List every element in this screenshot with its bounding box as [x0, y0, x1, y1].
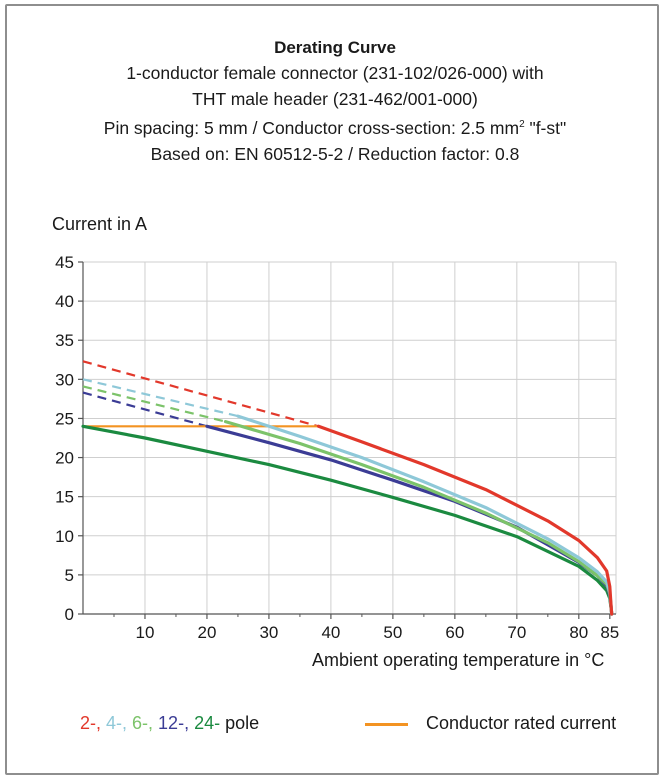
series-4-pole-dashed: [82, 378, 239, 418]
series-24-pole-line: [81, 424, 614, 616]
y-tick-label-0: 0: [65, 605, 74, 624]
pole-legend-entry-6: 6-,: [132, 713, 159, 733]
series-12-pole-line: [205, 424, 614, 616]
series-4-pole-line: [236, 414, 614, 616]
y-axis-label: Current in A: [52, 214, 148, 234]
x-tick-label-70: 70: [507, 623, 526, 642]
y-tick-label-45: 45: [55, 253, 74, 272]
y-tick-label-40: 40: [55, 292, 74, 311]
x-tick-label-30: 30: [259, 623, 278, 642]
y-tick-label-20: 20: [55, 449, 74, 468]
pole-legend-entries: 2-, 4-, 6-, 12-, 24-: [80, 713, 225, 733]
rated-current-legend-swatch: [365, 723, 408, 726]
series-6-pole-dashed: [82, 385, 226, 423]
series-2-pole-dashed: [82, 360, 319, 428]
chart-frame: [5, 4, 659, 775]
y-tick-label-5: 5: [65, 566, 74, 585]
x-tick-label-60: 60: [445, 623, 464, 642]
x-tick-label-85: 85: [600, 623, 619, 642]
y-tick-label-10: 10: [55, 527, 74, 546]
pole-legend-suffix: pole: [225, 713, 260, 733]
x-tick-label-80: 80: [569, 623, 588, 642]
chart-titles: Derating Curve 1-conductor female connec…: [0, 36, 670, 167]
pole-legend-entry-12: 12-,: [158, 713, 195, 733]
x-axis-label: Ambient operating temperature in °C: [312, 650, 605, 670]
pole-legend-entry-4: 4-,: [106, 713, 133, 733]
series-2-pole-line: [316, 424, 614, 616]
subtitle-line-3-text: Pin spacing: 5 mm / Conductor cross-sect…: [103, 118, 520, 138]
y-tick-label-30: 30: [55, 370, 74, 389]
subtitle-line-4: Based on: EN 60512-5-2 / Reduction facto…: [150, 144, 520, 164]
x-tick-label-50: 50: [383, 623, 402, 642]
series-12-pole-dashed: [82, 391, 208, 428]
series-6-pole-line: [223, 420, 614, 616]
y-tick-label-35: 35: [55, 331, 74, 350]
subtitle-line-2: THT male header (231-462/001-000): [192, 89, 478, 109]
pole-legend-entry-2: 2-,: [80, 713, 107, 733]
rated-current-legend-label: Conductor rated current: [426, 713, 617, 733]
y-tick-label-15: 15: [55, 488, 74, 507]
subtitle-line-3-tail: "f-st": [524, 118, 567, 138]
y-tick-label-25: 25: [55, 409, 74, 428]
subtitle-line-3: Pin spacing: 5 mm / Conductor cross-sect…: [0, 112, 670, 141]
subtitle-superscript: 2: [519, 119, 525, 130]
x-tick-label-40: 40: [321, 623, 340, 642]
x-tick-label-10: 10: [136, 623, 155, 642]
pole-legend-entry-24: 24-: [194, 713, 226, 733]
subtitle-line-1: 1-conductor female connector (231-102/02…: [126, 63, 544, 83]
x-tick-label-20: 20: [197, 623, 216, 642]
chart-title: Derating Curve: [274, 38, 396, 57]
pole-legend: 2-, 4-, 6-, 12-, 24- pole: [80, 713, 259, 734]
